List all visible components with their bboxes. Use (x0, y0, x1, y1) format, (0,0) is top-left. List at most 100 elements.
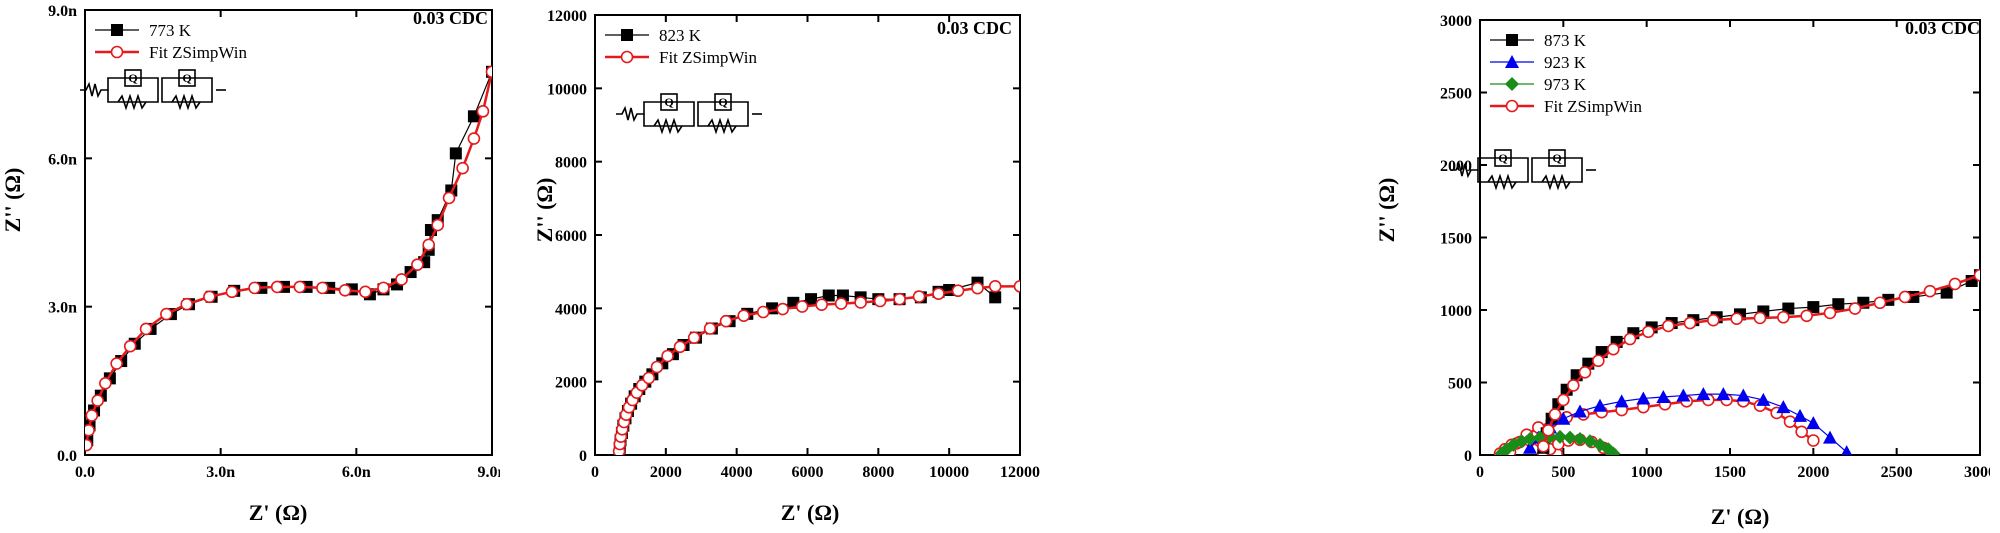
legend-label: 973 K (1544, 75, 1587, 94)
fit-point (1607, 342, 1620, 356)
plot-area (612, 276, 1020, 455)
y-tick-label: 10000 (547, 81, 587, 98)
plot-area (1493, 268, 1980, 455)
legend-marker (110, 45, 124, 59)
fit-point (971, 281, 984, 295)
fit-point (893, 292, 906, 306)
legend: 773 K Fit ZSimpWin (95, 21, 248, 62)
fit-point (834, 297, 848, 310)
fit-point (431, 218, 445, 232)
fit-point (854, 296, 867, 309)
data-point (1676, 388, 1691, 402)
fit-point (661, 349, 674, 363)
legend-marker (621, 29, 633, 41)
fit-point (932, 287, 945, 300)
fit-point (180, 297, 194, 311)
fit-point (642, 371, 656, 385)
x-axis-title: Z' (Ω) (1711, 504, 1770, 529)
svg-text:Q: Q (1552, 151, 1561, 165)
legend-marker (1505, 77, 1519, 91)
fit-point (1557, 393, 1570, 407)
x-tick-label: 2000 (1797, 464, 1829, 481)
fit-point (1707, 313, 1720, 327)
fit-point (1542, 424, 1555, 437)
rq-element: Q (161, 69, 213, 111)
data-point (1523, 432, 1537, 447)
data-point (1793, 408, 1807, 422)
data-point (1573, 404, 1587, 418)
data-point (1656, 390, 1671, 403)
fit-point (99, 377, 112, 390)
x-tick-label: 1000 (1631, 464, 1663, 481)
y-tick-label: 12000 (547, 8, 587, 25)
y-axis-title: Z'' (Ω) (532, 178, 557, 243)
y-tick-label: 2500 (1440, 86, 1472, 103)
legend-label: Fit ZSimpWin (149, 43, 248, 62)
plot-frame (594, 14, 1021, 456)
data-point (1807, 301, 1820, 314)
x-tick-label: 500 (1551, 464, 1575, 481)
legend-marker (1506, 34, 1518, 46)
data-point (449, 147, 462, 160)
x-tick-label: 0 (591, 464, 599, 481)
data-point (1696, 387, 1711, 401)
x-tick-label: 6.0n (342, 464, 371, 481)
x-tick-label: 0 (1476, 464, 1484, 481)
data-point (1806, 416, 1821, 430)
fit-point (485, 65, 492, 79)
fit-point (91, 394, 104, 407)
fit-point (293, 280, 307, 294)
fit-point (673, 340, 687, 354)
fit-point (737, 309, 751, 322)
data-point (989, 291, 1002, 304)
circuit-lead-resistor (80, 81, 108, 99)
legend-label: Fit ZSimpWin (659, 48, 758, 67)
fit-point (85, 409, 99, 422)
annotation-label: 0.03 CDC (413, 8, 488, 28)
data-point (1716, 387, 1731, 401)
legend-label: Fit ZSimpWin (1544, 97, 1643, 116)
data-point (1636, 391, 1651, 405)
fit-point (1013, 280, 1020, 293)
fit-point (873, 294, 887, 308)
fit-point (1800, 309, 1813, 323)
data-point (1614, 394, 1629, 408)
fit-point (1567, 379, 1580, 392)
axes-group: 0 2000 4000 6000 8000 10000 12000 0 2000 4000 6000… (547, 8, 1040, 481)
data-point (1499, 442, 1514, 455)
fit-point (338, 284, 352, 297)
fit-point (1548, 408, 1562, 421)
y-axis-title: Z'' (Ω) (0, 168, 25, 233)
fit-point (1807, 434, 1820, 447)
data-point (1776, 400, 1791, 414)
fit-point (467, 132, 481, 145)
data-point (1553, 429, 1567, 444)
fit-point (377, 281, 390, 295)
fit-point (395, 273, 408, 286)
legend-label: 823 K (659, 26, 702, 45)
fit-point (422, 238, 435, 252)
fit-point (203, 290, 216, 304)
fit-point (476, 105, 490, 118)
data-point (1940, 286, 1953, 299)
data-point (1556, 411, 1571, 425)
legend-marker (1505, 55, 1519, 68)
fit-point (225, 285, 239, 299)
data-point (1523, 440, 1537, 454)
chart-panel-873-973k: 0500100015002000250030000500100015002000… (1374, 13, 1990, 529)
fit-point (411, 258, 424, 271)
fit-point (815, 298, 828, 311)
fit-point (650, 360, 664, 374)
y-tick-label: 0 (579, 448, 587, 465)
data-point (1832, 298, 1845, 311)
svg-text:Q: Q (128, 71, 137, 85)
fit-point (1898, 290, 1912, 304)
fit-point (795, 300, 809, 313)
fit-point (1537, 439, 1550, 453)
svg-text:Q: Q (718, 95, 727, 109)
fit-point (912, 290, 926, 303)
fit-point (248, 281, 261, 295)
rq-element: Q (643, 93, 695, 135)
